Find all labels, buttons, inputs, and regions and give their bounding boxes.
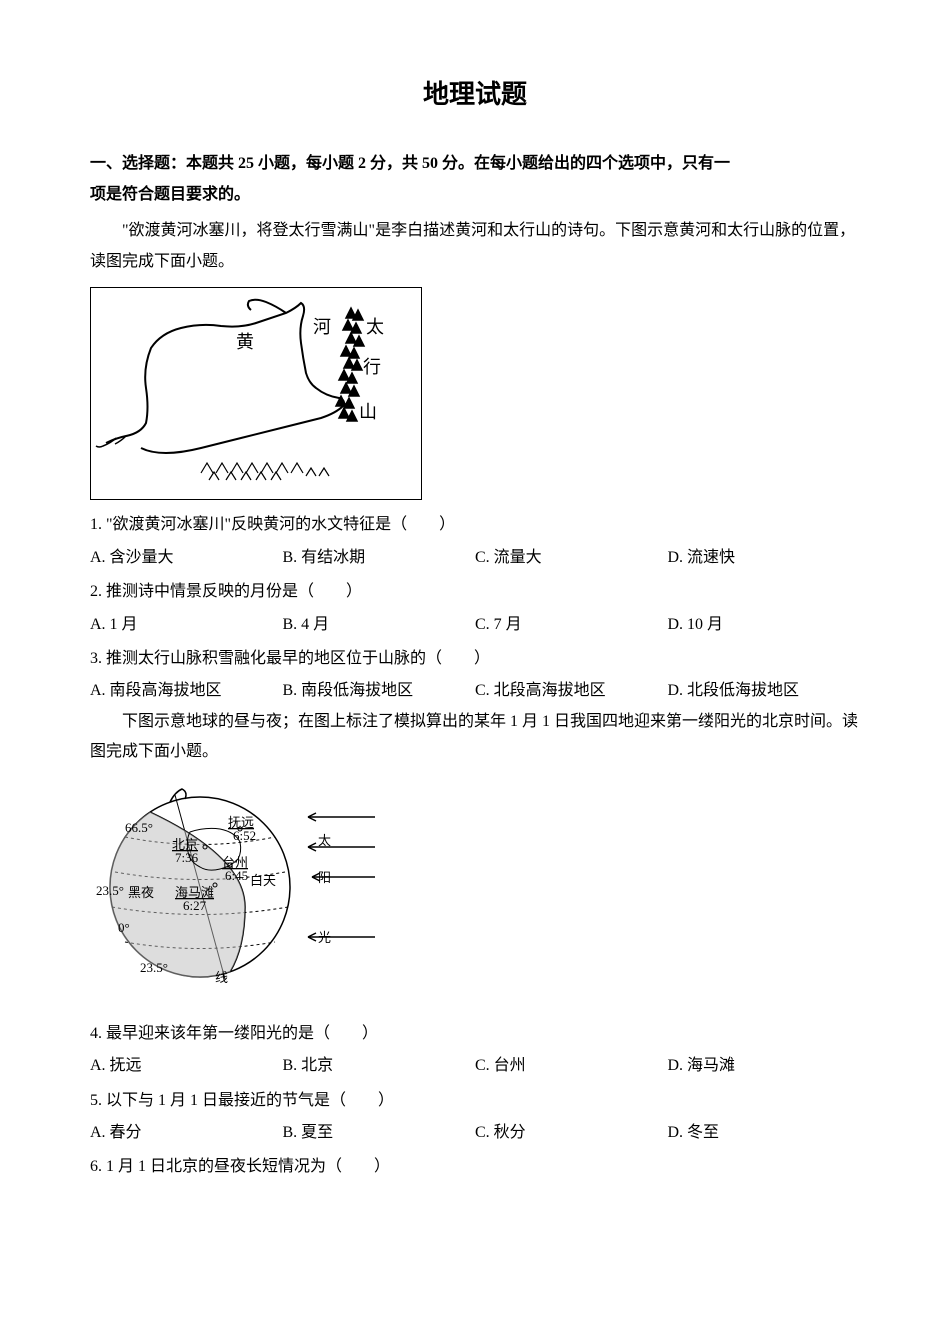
q5-options: A. 春分 B. 夏至 C. 秋分 D. 冬至 [90,1118,860,1148]
figure-2-container: 66.5° 23.5° 0° 23.5° 黑夜 抚远 6:52 北京 7:36 … [90,777,860,1008]
fig1-label-shan: 山 [359,402,377,422]
fig2-lat-665: 66.5° [125,820,153,835]
page-title: 地理试题 [90,70,860,119]
section-header: 一、选择题：本题共 25 小题，每小题 2 分，共 50 分。在每小题给出的四个… [90,149,860,210]
fig2-yang: 阳 [318,870,331,885]
q2-option-c: C. 7 月 [475,610,668,640]
question-2: 2. 推测诗中情景反映的月份是（ ） A. 1 月 B. 4 月 C. 7 月 … [90,577,860,640]
fig1-label-hang: 行 [363,357,381,377]
question-1: 1. "欲渡黄河冰塞川"反映黄河的水文特征是（ ） A. 含沙量大 B. 有结冰… [90,510,860,573]
q5-option-d: D. 冬至 [668,1118,861,1148]
fig1-label-huang: 黄 [236,332,254,352]
q4-option-b: B. 北京 [283,1051,476,1081]
q1-option-b: B. 有结冰期 [283,543,476,573]
q3-stem: 3. 推测太行山脉积雪融化最早的地区位于山脉的（ ） [90,644,860,674]
fig2-baitian: 白天 [250,873,276,888]
fig2-tai: 太 [318,833,331,848]
q3-option-d: D. 北段低海拔地区 [668,676,861,706]
q5-option-b: B. 夏至 [283,1118,476,1148]
fig2-lat-0: 0° [118,920,130,935]
fig1-label-he: 河 [313,317,331,337]
figure-2-globe: 66.5° 23.5° 0° 23.5° 黑夜 抚远 6:52 北京 7:36 … [90,777,860,1008]
passage-2: 下图示意地球的昼与夜；在图上标注了模拟算出的某年 1 月 1 日我国四地迎来第一… [90,707,860,768]
question-3: 3. 推测太行山脉积雪融化最早的地区位于山脉的（ ） A. 南段高海拔地区 B.… [90,644,860,707]
q3-option-b: B. 南段低海拔地区 [283,676,476,706]
fig1-label-tai: 太 [366,317,384,337]
q1-option-c: C. 流量大 [475,543,668,573]
fig2-lat-235n: 23.5° [96,883,124,898]
q6-stem: 6. 1 月 1 日北京的昼夜长短情况为（ ） [90,1152,860,1182]
passage-1: "欲渡黄河冰塞川，将登太行雪满山"是李白描述黄河和太行山的诗句。下图示意黄河和太… [90,216,860,277]
q5-option-c: C. 秋分 [475,1118,668,1148]
q3-option-c: C. 北段高海拔地区 [475,676,668,706]
q4-option-d: D. 海马滩 [668,1051,861,1081]
fig2-xian: 线 [215,970,228,985]
q4-option-a: A. 抚远 [90,1051,283,1081]
fig2-guang: 光 [318,930,331,945]
fig2-lat-235s: 23.5° [140,960,168,975]
q1-option-a: A. 含沙量大 [90,543,283,573]
question-6: 6. 1 月 1 日北京的昼夜长短情况为（ ） [90,1152,860,1182]
q4-options: A. 抚远 B. 北京 C. 台州 D. 海马滩 [90,1051,860,1081]
question-4: 4. 最早迎来该年第一缕阳光的是（ ） A. 抚远 B. 北京 C. 台州 D.… [90,1019,860,1082]
q3-option-a: A. 南段高海拔地区 [90,676,283,706]
q1-stem: 1. "欲渡黄河冰塞川"反映黄河的水文特征是（ ） [90,510,860,540]
q4-stem: 4. 最早迎来该年第一缕阳光的是（ ） [90,1019,860,1049]
section-line1: 一、选择题：本题共 25 小题，每小题 2 分，共 50 分。在每小题给出的四个… [90,155,730,172]
q2-options: A. 1 月 B. 4 月 C. 7 月 D. 10 月 [90,610,860,640]
q2-option-b: B. 4 月 [283,610,476,640]
fig2-fuyuan-time: 6:52 [233,828,256,843]
figure-1-map: 黄 河 太 行 山 [90,287,422,500]
q2-stem: 2. 推测诗中情景反映的月份是（ ） [90,577,860,607]
fig2-haimatan-time: 6:27 [183,898,207,913]
figure-1-container: 黄 河 太 行 山 [90,287,860,500]
section-line2: 项是符合题目要求的。 [90,186,250,203]
q5-stem: 5. 以下与 1 月 1 日最接近的节气是（ ） [90,1086,860,1116]
fig2-taizhou-time: 6:45 [225,868,248,883]
q2-option-a: A. 1 月 [90,610,283,640]
q2-option-d: D. 10 月 [668,610,861,640]
question-5: 5. 以下与 1 月 1 日最接近的节气是（ ） A. 春分 B. 夏至 C. … [90,1086,860,1149]
q1-option-d: D. 流速快 [668,543,861,573]
fig2-heiye: 黑夜 [128,885,154,900]
q3-options: A. 南段高海拔地区 B. 南段低海拔地区 C. 北段高海拔地区 D. 北段低海… [90,676,860,706]
q4-option-c: C. 台州 [475,1051,668,1081]
fig2-beijing-time: 7:36 [175,850,199,865]
q5-option-a: A. 春分 [90,1118,283,1148]
q1-options: A. 含沙量大 B. 有结冰期 C. 流量大 D. 流速快 [90,543,860,573]
